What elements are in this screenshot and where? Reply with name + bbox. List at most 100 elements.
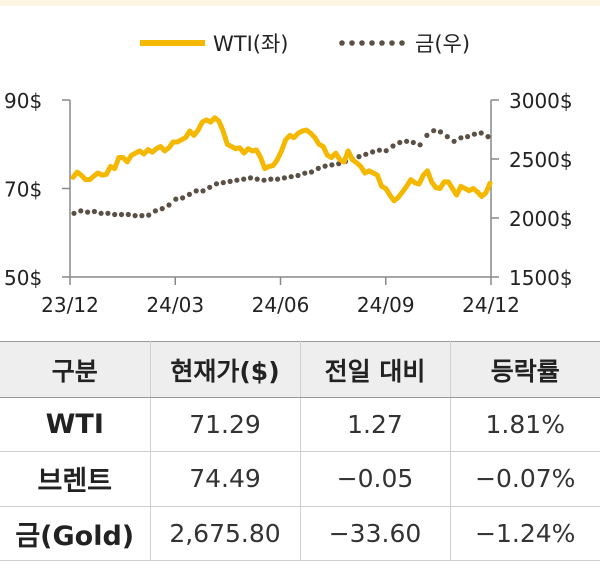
table-row-gold: 금(Gold) 2,675.80 −33.60 −1.24% xyxy=(0,506,600,561)
cell-change-rate: 1.81% xyxy=(450,397,600,453)
gold-point xyxy=(410,139,416,146)
wti-line xyxy=(70,115,493,204)
gold-point xyxy=(404,138,410,144)
gold-point xyxy=(213,181,220,187)
legend-gold-dot xyxy=(339,40,345,46)
left-tick-label: 90$ xyxy=(4,89,42,113)
right-tick-label: 3000$ xyxy=(509,89,573,113)
row-label: 브렌트 xyxy=(0,451,151,507)
gold-point xyxy=(125,211,131,218)
gold-point xyxy=(329,162,335,168)
legend-gold-swatch xyxy=(339,40,405,46)
table-header-row: 구분 현재가($) 전일 대비 등락률 xyxy=(0,341,600,398)
gold-point xyxy=(139,213,145,219)
gold-point xyxy=(370,149,376,155)
gold-point xyxy=(166,202,172,208)
gold-point xyxy=(478,130,484,136)
gold-point xyxy=(315,165,321,171)
gold-point xyxy=(98,210,104,216)
series-wti xyxy=(70,115,493,204)
gold-point xyxy=(288,174,294,180)
x-tick-label: 24/12 xyxy=(462,293,520,317)
gold-point xyxy=(105,210,111,216)
table-row-brent: 브렌트 74.49 −0.05 −0.07% xyxy=(0,451,600,507)
gold-point xyxy=(261,177,267,183)
left-axis-ticks: 90$ 70$ 50$ xyxy=(4,89,70,290)
right-tick-label: 2500$ xyxy=(509,148,573,172)
legend: WTI(좌) 금(우) xyxy=(140,32,470,56)
gold-point xyxy=(241,176,247,182)
gold-point xyxy=(207,184,213,190)
x-tick-label: 24/03 xyxy=(146,293,204,317)
gold-point xyxy=(234,177,240,183)
gold-point xyxy=(390,143,396,149)
cell-change: 1.27 xyxy=(300,397,451,453)
legend-gold-dot xyxy=(369,40,375,46)
cell-change: −33.60 xyxy=(300,506,451,561)
header-change-rate: 등락률 xyxy=(450,341,600,398)
gold-point xyxy=(152,208,158,214)
legend-gold-dot xyxy=(359,40,365,46)
gold-point xyxy=(322,163,328,169)
x-axis-ticks: 23/12 24/03 24/06 24/09 24/12 xyxy=(41,277,520,317)
row-label: WTI xyxy=(0,397,151,453)
cell-current-price: 74.49 xyxy=(150,451,301,507)
chart-area: WTI(좌) 금(우) 90$ 70$ 50$ 3000$ 2500$ 2000$ 150… xyxy=(4,32,573,317)
gold-point xyxy=(118,211,125,218)
left-tick-label: 70$ xyxy=(4,178,42,202)
header-current-price: 현재가($) xyxy=(150,341,301,398)
cell-current-price: 2,675.80 xyxy=(150,506,301,561)
gold-point xyxy=(146,212,152,218)
gold-point xyxy=(227,178,233,184)
gold-point xyxy=(275,176,281,182)
gold-point xyxy=(220,180,226,186)
gold-point xyxy=(71,210,77,216)
gold-point xyxy=(444,134,450,140)
header-category: 구분 xyxy=(0,341,151,398)
gold-point xyxy=(458,135,464,141)
oil-gold-line-chart: WTI(좌) 금(우) 90$ 70$ 50$ 3000$ 2500$ 2000$ 150… xyxy=(4,32,573,317)
gold-point xyxy=(180,195,186,201)
price-table: 구분 현재가($) 전일 대비 등락률 WTI 71.29 1.27 1.81%… xyxy=(0,341,600,561)
table-row-wti: WTI 71.29 1.27 1.81% xyxy=(0,397,600,453)
gold-point xyxy=(465,134,471,140)
row-label: 금(Gold) xyxy=(0,506,151,561)
gold-point xyxy=(363,151,369,157)
gold-point xyxy=(247,175,254,181)
gold-point xyxy=(186,191,192,197)
gold-point xyxy=(132,213,138,219)
x-tick-label: 23/12 xyxy=(41,293,99,317)
gold-point xyxy=(85,209,91,215)
gold-point xyxy=(173,196,179,202)
gold-point xyxy=(376,147,382,153)
gold-point xyxy=(308,169,315,175)
gold-point xyxy=(91,208,97,215)
cell-current-price: 71.29 xyxy=(150,397,301,453)
gold-point xyxy=(471,131,477,137)
legend-wti-label: WTI(좌) xyxy=(213,32,289,56)
gold-point xyxy=(200,188,206,194)
right-tick-label: 2000$ xyxy=(509,207,573,231)
right-axis-ticks: 3000$ 2500$ 2000$ 1500$ xyxy=(491,89,573,290)
cell-change-rate: −0.07% xyxy=(450,451,600,507)
header-change: 전일 대비 xyxy=(300,341,451,398)
gold-point xyxy=(281,175,287,181)
gold-point xyxy=(397,139,403,146)
gold-point xyxy=(112,211,118,218)
gold-point xyxy=(159,206,165,212)
gold-point xyxy=(424,132,430,138)
x-tick-label: 24/09 xyxy=(357,293,415,317)
gold-point xyxy=(417,142,423,148)
gold-point xyxy=(383,148,389,154)
legend-gold-dot xyxy=(349,40,355,46)
legend-gold-dot xyxy=(389,40,395,46)
gold-point xyxy=(485,134,491,140)
gold-point xyxy=(437,129,444,135)
gold-point xyxy=(295,172,301,179)
legend-gold-dot xyxy=(379,40,385,46)
top-strip xyxy=(0,0,600,6)
cell-change: −0.05 xyxy=(300,451,451,507)
gold-point xyxy=(193,188,199,194)
gold-point xyxy=(431,128,437,134)
gold-point xyxy=(302,170,308,176)
